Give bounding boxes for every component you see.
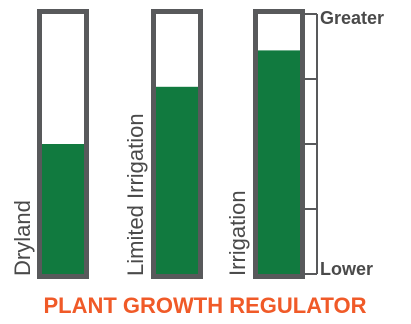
bar-fill-dryland — [42, 144, 84, 274]
scale-axis-group: Greater Lower — [303, 8, 384, 279]
scale-top-label: Greater — [320, 8, 384, 28]
bar-labels-group: Dryland Limited Irrigation Irrigation — [10, 113, 250, 276]
chart-title: PLANT GROWTH REGULATOR — [43, 293, 366, 318]
bar-label-limited-irrigation: Limited Irrigation — [123, 113, 148, 276]
bar-label-irrigation: Irrigation — [225, 190, 250, 276]
bars-group — [37, 9, 305, 279]
bar-label-dryland: Dryland — [10, 200, 35, 276]
scale-bottom-label: Lower — [320, 259, 373, 279]
bar-fill-irrigation — [258, 50, 300, 275]
bar-fill-limited-irrigation — [156, 86, 198, 274]
